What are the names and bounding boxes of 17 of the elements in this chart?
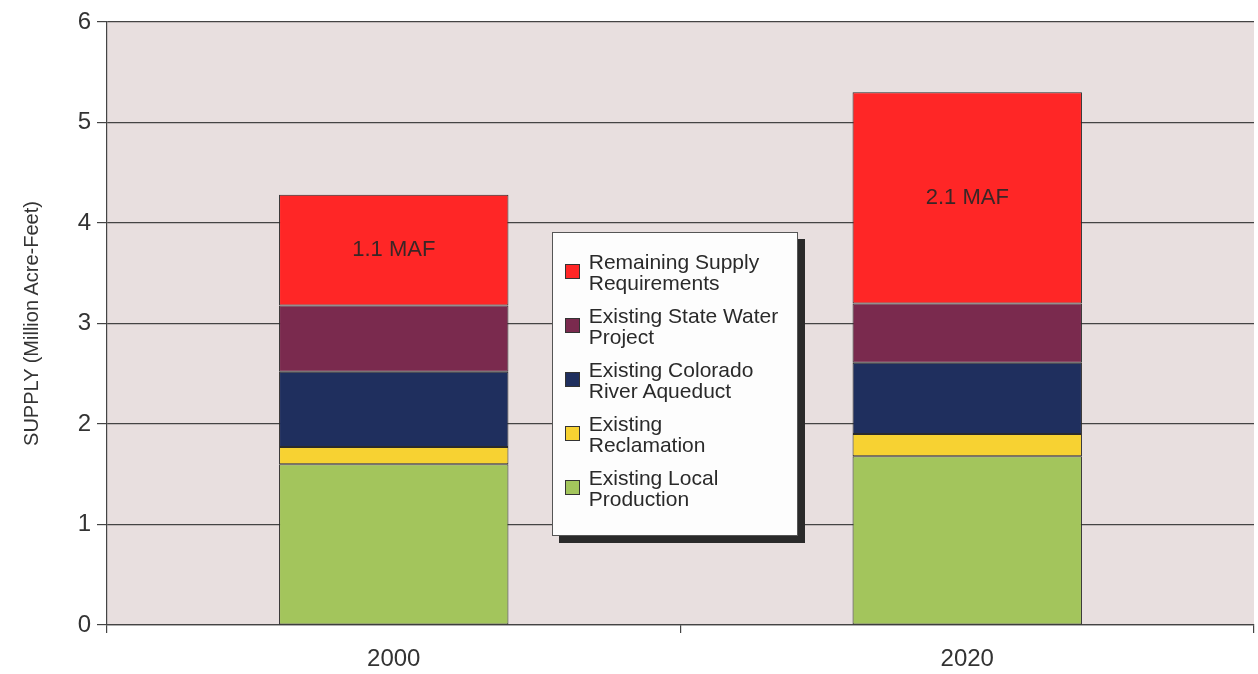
legend-label: Existing State Water Project — [588, 303, 780, 348]
y-tick-label: 2 — [77, 408, 91, 436]
x-tick-label: 2020 — [940, 644, 994, 672]
y-tick-label: 0 — [77, 609, 91, 637]
y-tick-label: 5 — [77, 107, 91, 135]
data-label: 2.1 MAF — [925, 183, 1009, 209]
y-tick-label: 4 — [77, 207, 91, 235]
y-tick-label: 6 — [77, 6, 91, 34]
legend-label: Existing Reclamation — [588, 411, 707, 456]
legend-label: Existing Local Production — [588, 465, 720, 510]
legend-label: Remaining Supply Requirements — [588, 249, 761, 294]
y-tick-label: 1 — [77, 509, 91, 537]
data-label: 1.1 MAF — [352, 236, 436, 262]
y-axis-title: SUPPLY (Million Acre-Feet) — [19, 201, 42, 446]
legend-label: Existing Colorado River Aqueduct — [588, 357, 755, 402]
y-tick-label: 3 — [77, 308, 91, 336]
x-tick-label: 2000 — [367, 644, 421, 672]
